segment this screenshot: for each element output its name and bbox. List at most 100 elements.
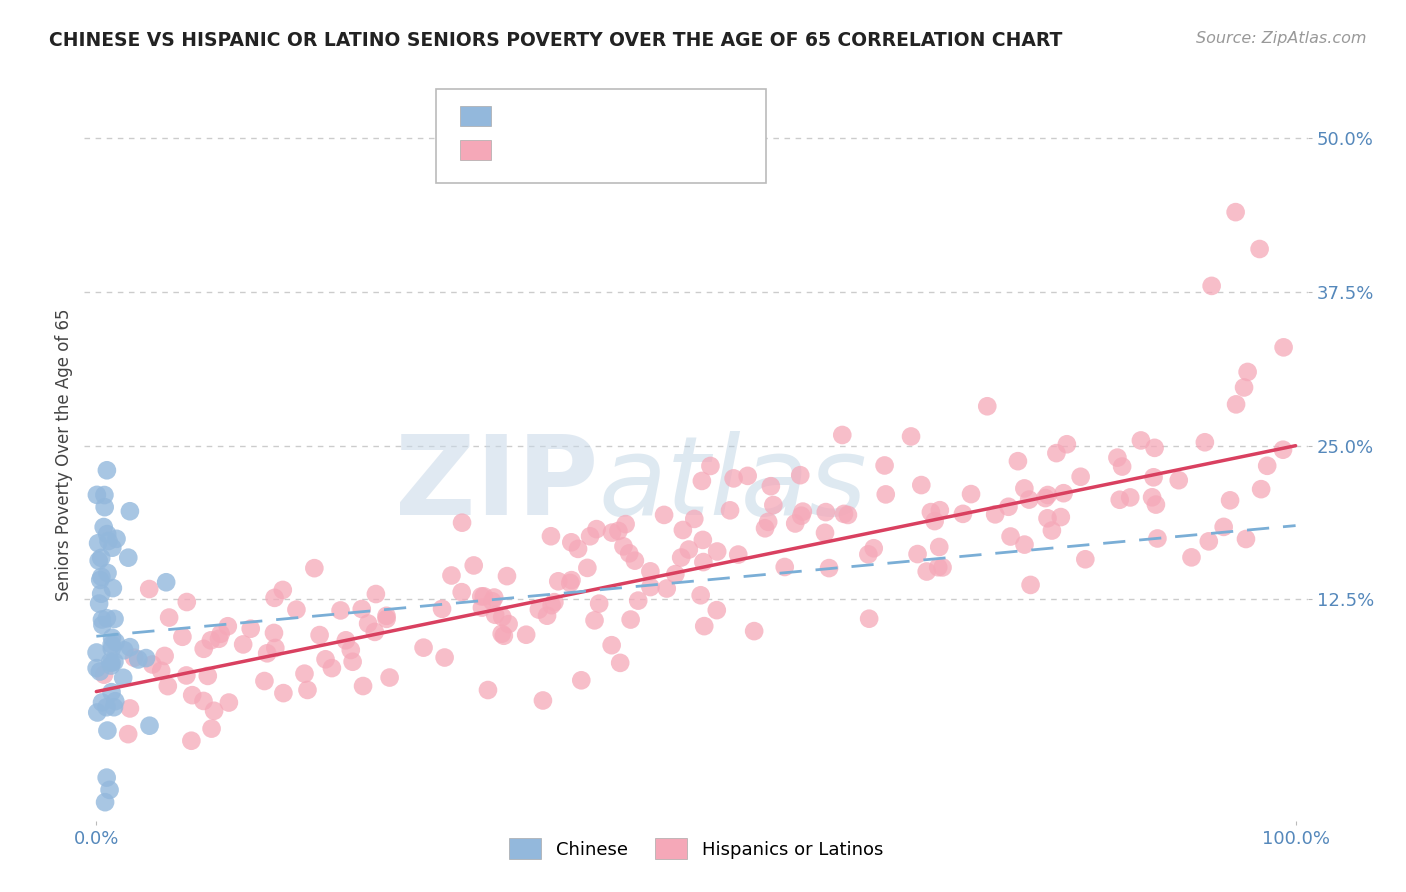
Point bbox=[858, 612, 880, 626]
Point bbox=[217, 619, 239, 633]
Point bbox=[862, 541, 884, 556]
Point bbox=[1070, 469, 1092, 483]
Y-axis label: Seniors Poverty Over the Age of 65: Seniors Poverty Over the Age of 65 bbox=[55, 309, 73, 601]
Point bbox=[96, 463, 118, 477]
Point bbox=[1146, 532, 1168, 546]
Point bbox=[91, 612, 114, 626]
Point bbox=[197, 669, 219, 683]
Point bbox=[96, 700, 118, 714]
Point bbox=[706, 544, 728, 558]
Point bbox=[585, 522, 607, 536]
Point bbox=[790, 508, 813, 523]
Point bbox=[1045, 446, 1067, 460]
Point bbox=[492, 629, 515, 643]
Point bbox=[931, 560, 953, 574]
Point bbox=[536, 608, 558, 623]
Point bbox=[472, 590, 495, 604]
Point bbox=[118, 640, 141, 655]
Point bbox=[339, 643, 361, 657]
Point bbox=[689, 588, 711, 602]
Point bbox=[814, 505, 837, 519]
Point bbox=[1194, 435, 1216, 450]
Point bbox=[304, 561, 326, 575]
Point bbox=[652, 508, 675, 522]
Point bbox=[756, 515, 779, 529]
Point bbox=[1249, 242, 1271, 256]
Point bbox=[773, 560, 796, 574]
Point bbox=[1007, 454, 1029, 468]
Point bbox=[378, 671, 401, 685]
Point bbox=[915, 565, 938, 579]
Point bbox=[375, 608, 398, 623]
Point bbox=[350, 602, 373, 616]
Point bbox=[321, 661, 343, 675]
Point bbox=[112, 671, 135, 685]
Point bbox=[1219, 493, 1241, 508]
Point bbox=[619, 546, 641, 560]
Point bbox=[1033, 491, 1056, 505]
Point bbox=[122, 650, 145, 665]
Point bbox=[540, 529, 562, 543]
Point bbox=[430, 602, 453, 616]
Point bbox=[952, 507, 974, 521]
Point bbox=[463, 558, 485, 573]
Point bbox=[723, 471, 745, 485]
Point bbox=[100, 638, 122, 652]
Point bbox=[263, 591, 285, 605]
Point bbox=[910, 478, 932, 492]
Point bbox=[496, 569, 519, 583]
Point bbox=[101, 581, 124, 595]
Point bbox=[1144, 498, 1167, 512]
Point bbox=[433, 650, 456, 665]
Point bbox=[138, 719, 160, 733]
Point bbox=[117, 727, 139, 741]
Point bbox=[294, 666, 316, 681]
Point bbox=[315, 652, 337, 666]
Point bbox=[1014, 482, 1036, 496]
Point bbox=[89, 665, 111, 679]
Point bbox=[96, 611, 118, 625]
Point bbox=[87, 536, 110, 550]
Point bbox=[927, 560, 949, 574]
Point bbox=[1140, 491, 1163, 505]
Point bbox=[693, 619, 716, 633]
Point bbox=[93, 520, 115, 534]
Point bbox=[754, 521, 776, 535]
Point bbox=[498, 617, 520, 632]
Point bbox=[583, 613, 606, 627]
Point bbox=[1040, 524, 1063, 538]
Point bbox=[875, 487, 897, 501]
Point bbox=[104, 694, 127, 708]
Point bbox=[96, 566, 118, 580]
Point bbox=[450, 585, 472, 599]
Point bbox=[176, 595, 198, 609]
Text: ZIP: ZIP bbox=[395, 431, 598, 538]
Point bbox=[100, 685, 122, 699]
Point bbox=[218, 696, 240, 710]
Text: R = 0.020: R = 0.020 bbox=[499, 106, 598, 126]
Point bbox=[105, 532, 128, 546]
Point bbox=[1108, 492, 1130, 507]
Point bbox=[928, 503, 950, 517]
Point bbox=[155, 575, 177, 590]
Point bbox=[263, 626, 285, 640]
Point bbox=[762, 498, 785, 512]
Point bbox=[335, 633, 357, 648]
Point bbox=[232, 637, 254, 651]
Point bbox=[97, 534, 120, 549]
Point bbox=[209, 627, 232, 641]
Point bbox=[664, 567, 686, 582]
Point bbox=[785, 516, 807, 531]
Point bbox=[609, 656, 631, 670]
Point bbox=[727, 548, 749, 562]
Point bbox=[1143, 441, 1166, 455]
Point bbox=[172, 630, 194, 644]
Point bbox=[576, 561, 599, 575]
Point bbox=[1201, 279, 1223, 293]
Point bbox=[412, 640, 434, 655]
Point bbox=[759, 479, 782, 493]
Point bbox=[614, 517, 637, 532]
Point bbox=[86, 661, 108, 675]
Point bbox=[1272, 340, 1295, 354]
Point bbox=[924, 514, 946, 528]
